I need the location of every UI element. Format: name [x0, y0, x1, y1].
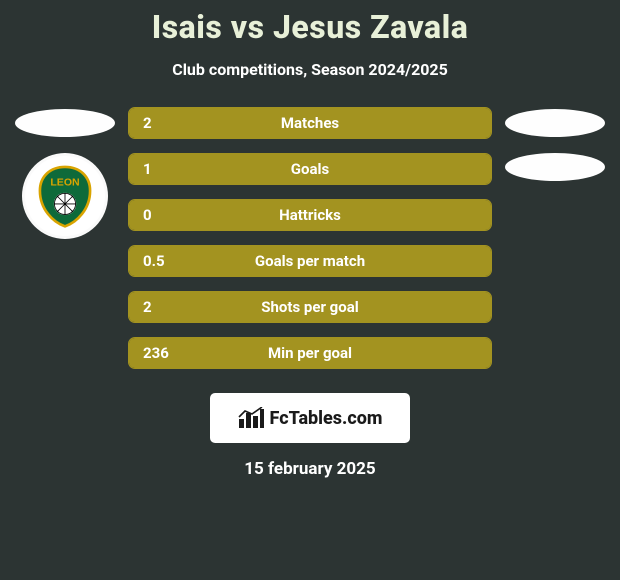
- right-player-ellipse-2: [505, 153, 605, 181]
- stat-value-left: 0.5: [143, 252, 165, 270]
- stat-label: Shots per goal: [261, 298, 358, 316]
- stat-value-left: 0: [143, 206, 152, 224]
- stat-bar: 0.5 Goals per match: [128, 245, 492, 277]
- logo-text: FcTables.com: [270, 408, 383, 429]
- stat-label: Goals per match: [255, 252, 365, 270]
- stat-bar: 1 Goals: [128, 153, 492, 185]
- leon-crest-icon: LEON: [32, 163, 98, 229]
- comparison-card: Isais vs Jesus Zavala Club competitions,…: [0, 0, 620, 580]
- svg-text:LEON: LEON: [50, 176, 79, 188]
- right-player-ellipse-1: [505, 109, 605, 137]
- stat-value-left: 2: [143, 114, 152, 132]
- stat-bar: 0 Hattricks: [128, 199, 492, 231]
- stat-bar: 2 Matches: [128, 107, 492, 139]
- stat-label: Goals: [291, 160, 329, 178]
- left-player-ellipse: [15, 109, 115, 137]
- date-text: 15 february 2025: [0, 459, 620, 479]
- stat-label: Hattricks: [279, 206, 341, 224]
- stat-bar: 2 Shots per goal: [128, 291, 492, 323]
- bar-chart-icon: [238, 407, 264, 429]
- right-player-col: [500, 107, 610, 181]
- stat-value-left: 236: [143, 344, 169, 362]
- stats-bars: 2 Matches 1 Goals 0 Hattricks 0.5 Goals per mat…: [120, 107, 500, 369]
- body-row: LEON 2 Matches 1 Goals 0 Hattricks 0.5 Goals pe…: [0, 107, 620, 369]
- fctables-logo: FcTables.com: [210, 393, 410, 443]
- stat-label: Min per goal: [268, 344, 352, 362]
- left-player-col: LEON: [10, 107, 120, 239]
- stat-label: Matches: [281, 114, 339, 132]
- stat-value-left: 2: [143, 298, 152, 316]
- subtitle: Club competitions, Season 2024/2025: [0, 60, 620, 79]
- stat-bar: 236 Min per goal: [128, 337, 492, 369]
- stat-value-left: 1: [143, 160, 152, 178]
- left-player-crest: LEON: [22, 153, 108, 239]
- page-title: Isais vs Jesus Zavala: [0, 8, 620, 46]
